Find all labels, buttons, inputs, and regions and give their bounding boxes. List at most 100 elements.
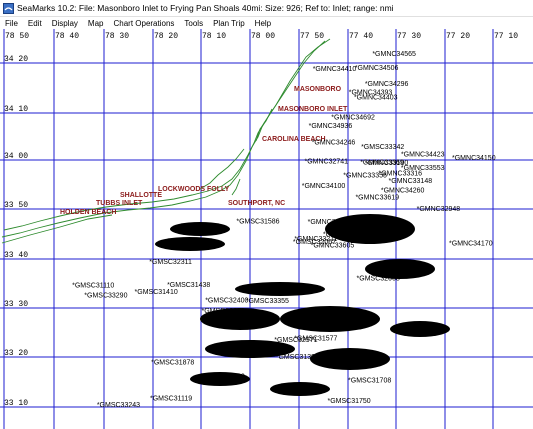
- station-label: *GMSC31878: [151, 360, 194, 367]
- station-label: *GMSC31577: [294, 336, 337, 343]
- station-label: *GMNC34100: [302, 183, 346, 190]
- station-label: *GMSC32400: [205, 297, 248, 304]
- station-label: *GMNC34150: [452, 155, 496, 162]
- menu-display[interactable]: Display: [51, 18, 78, 28]
- station-label: *GMNC33369: [360, 160, 404, 167]
- place-label: MASONBORO: [294, 86, 342, 93]
- window-title: SeaMarks 10.2: File: Masonboro Inlet to …: [17, 3, 394, 13]
- longitude-label: 77 50: [300, 32, 324, 41]
- station-cluster: [390, 321, 450, 337]
- station-label: *GMNC33100: [365, 160, 409, 167]
- station-label: *GMNC34260: [381, 188, 425, 195]
- station-label: *GMNC34506: [355, 65, 399, 72]
- station-cluster: [310, 348, 390, 370]
- longitude-label: 78 30: [105, 32, 129, 41]
- station-label: *GMNC34936: [309, 123, 353, 130]
- station-label: *GMNC33605: [311, 242, 355, 249]
- station-label: *GMNC32948: [417, 206, 461, 213]
- station-cluster: [365, 259, 435, 279]
- title-bar: SeaMarks 10.2: File: Masonboro Inlet to …: [0, 0, 533, 17]
- station-label: *GMSC32311: [149, 259, 192, 266]
- station-label: *GMNC34170: [449, 241, 493, 248]
- place-label: CAROLINA BEACH: [262, 136, 326, 143]
- place-label: LOCKWOODS FOLLY: [158, 186, 230, 193]
- longitude-label: 77 40: [349, 32, 373, 41]
- place-label: MASONBORO INLET: [278, 106, 348, 113]
- nautical-chart-area[interactable]: 78 50 78 40 78 30 78 20 78 10 78 00 77 50 77 40…: [0, 29, 533, 429]
- station-cluster: [325, 214, 415, 244]
- station-label: *GMSC31410: [135, 289, 178, 296]
- place-label: TUBBS INLET: [96, 200, 143, 207]
- longitude-label: 78 50: [5, 32, 29, 41]
- menu-bar: File Edit Display Map Chart Operations T…: [0, 17, 533, 29]
- station-cluster: [200, 308, 280, 330]
- station-label: *GMNC34393: [349, 90, 393, 97]
- menu-file[interactable]: File: [5, 18, 18, 28]
- station-cluster: [205, 340, 295, 358]
- station-cluster: [155, 237, 225, 251]
- station-label: *GMNC34246: [312, 140, 356, 147]
- station-cluster: [190, 372, 250, 386]
- place-label: HOLDEN BEACH: [60, 209, 116, 216]
- station-label: *GMSC31438: [167, 282, 210, 289]
- shoreline: [1, 38, 331, 238]
- station-label: *GMSC33342: [361, 144, 404, 151]
- latitude-label: 34 00: [4, 152, 28, 161]
- station-label: *GMNC32741: [304, 159, 348, 166]
- longitude-label: 78 10: [202, 32, 226, 41]
- latitude-label: 33 10: [4, 399, 28, 408]
- menu-map[interactable]: Map: [87, 18, 104, 28]
- station-label: *GMNC34565: [372, 51, 416, 58]
- station-label: *GMSC33243: [97, 402, 140, 409]
- place-label: SOUTHPORT, NC: [228, 200, 285, 207]
- longitude-label: 78 20: [154, 32, 178, 41]
- station-label: *GMSC31392: [276, 354, 319, 361]
- shoreline: [255, 108, 273, 142]
- menu-chart-operations[interactable]: Chart Operations: [113, 18, 175, 28]
- longitude-label: 78 00: [251, 32, 275, 41]
- station-label: *GMNC34423: [401, 151, 445, 158]
- station-label: *GMSC32971: [274, 337, 317, 344]
- station-label: *GMNC34403: [354, 94, 398, 101]
- station-label: *GMNC33148: [389, 178, 433, 185]
- longitude-label: 77 30: [397, 32, 421, 41]
- menu-help[interactable]: Help: [254, 18, 272, 28]
- app-icon: [3, 2, 14, 14]
- station-cluster: [270, 382, 330, 396]
- latitude-label: 34 20: [4, 55, 28, 64]
- station-label: *GMSC33290: [84, 292, 127, 299]
- latitude-label: 33 40: [4, 251, 28, 260]
- station-label: *GMSC32668: [357, 276, 400, 283]
- latitude-label: 33 20: [4, 349, 28, 358]
- station-label: *GMSC31708: [348, 377, 391, 384]
- menu-plan-trip[interactable]: Plan Trip: [213, 18, 245, 28]
- menu-tools[interactable]: Tools: [184, 18, 204, 28]
- latitude-label: 33 50: [4, 201, 28, 210]
- shoreline: [1, 214, 113, 244]
- latitude-label: 33 30: [4, 300, 28, 309]
- station-label: *GMNC34296: [365, 81, 409, 88]
- station-label: *GMNC33619: [355, 195, 399, 202]
- station-label: *GMSC33355: [246, 298, 289, 305]
- menu-edit[interactable]: Edit: [27, 18, 42, 28]
- longitude-label: 78 40: [55, 32, 79, 41]
- station-label: *GMNC34692: [331, 114, 375, 121]
- station-label: *GMSC31586: [236, 219, 279, 226]
- station-label: *GMNC34410: [313, 66, 357, 73]
- longitude-label: 77 20: [446, 32, 470, 41]
- station-label: *GMNC33553: [401, 165, 445, 172]
- shoreline: [231, 178, 241, 196]
- latitude-label: 34 10: [4, 105, 28, 114]
- shoreline: [3, 40, 326, 231]
- station-label: *GMSC31119: [150, 396, 192, 403]
- station-label: *GMNC33316: [378, 170, 422, 177]
- shoreline: [199, 148, 245, 190]
- station-label: *GMSC31110: [72, 282, 114, 289]
- station-cluster: [170, 222, 230, 236]
- station-cluster: [235, 282, 325, 296]
- longitude-label: 77 10: [494, 32, 518, 41]
- nautical-chart[interactable]: 78 50 78 40 78 30 78 20 78 10 78 00 77 50 77 40…: [0, 29, 533, 429]
- place-label: SHALLOTTE: [120, 192, 162, 199]
- station-label: *GMSC32067: [293, 239, 336, 246]
- station-label: *GMSC31750: [328, 398, 371, 405]
